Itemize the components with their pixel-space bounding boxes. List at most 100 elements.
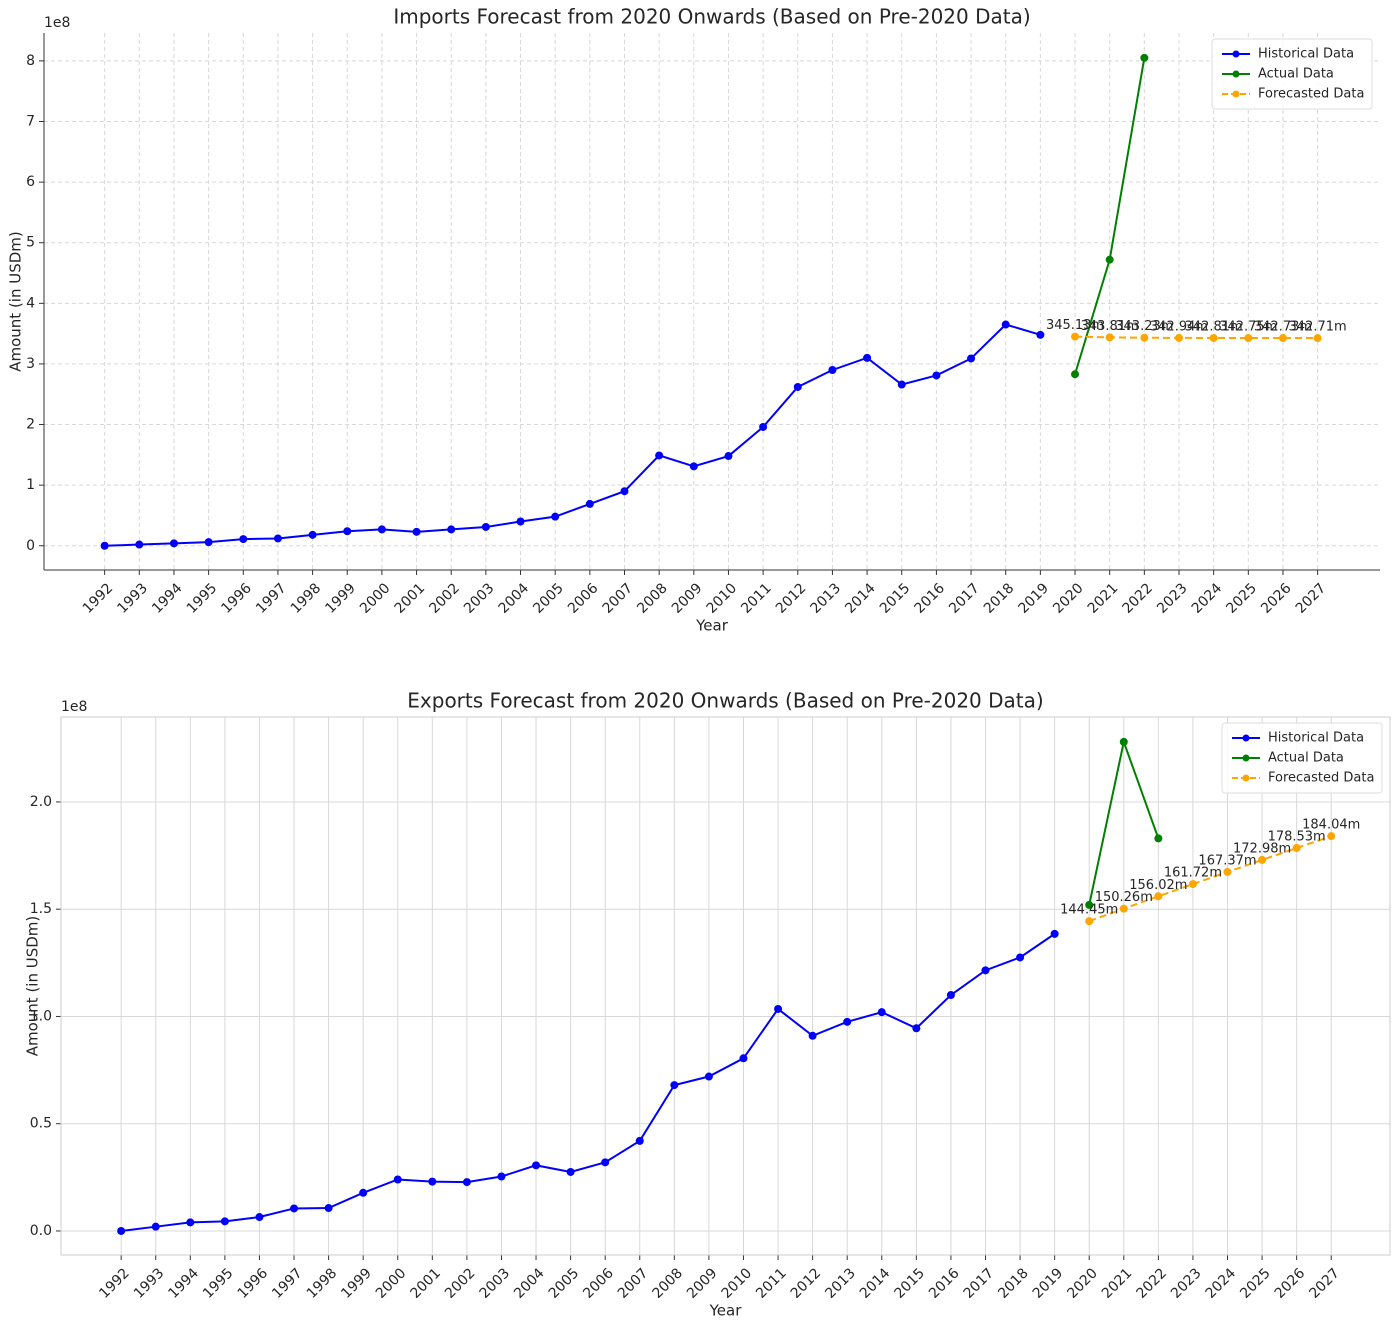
data-point xyxy=(1105,333,1114,342)
y-tick-label: 2 xyxy=(26,417,35,433)
data-point xyxy=(516,517,525,526)
x-tick-label: 2023 xyxy=(1168,1265,1205,1302)
data-point xyxy=(481,522,490,531)
value-label: 342.75m xyxy=(1219,320,1277,335)
data-point xyxy=(1174,333,1183,342)
data-point xyxy=(863,353,872,362)
data-point xyxy=(273,534,282,543)
x-tick-label: 1999 xyxy=(322,580,359,617)
x-tick-label: 1994 xyxy=(165,1265,202,1302)
data-point xyxy=(393,1175,402,1184)
x-tick-label: 1996 xyxy=(218,580,255,617)
series-line xyxy=(1088,835,1332,923)
data-point xyxy=(1154,834,1163,843)
x-tick-label: 2020 xyxy=(1064,1265,1101,1302)
data-point xyxy=(932,371,941,380)
x-tick-label: 2018 xyxy=(995,1265,1032,1302)
x-tick-label: 2007 xyxy=(615,1265,652,1302)
data-point xyxy=(377,525,386,534)
x-tick-label: 2003 xyxy=(477,1265,514,1302)
data-point xyxy=(1313,334,1322,343)
value-label: 150.26m xyxy=(1095,890,1153,905)
data-point xyxy=(1119,904,1128,913)
data-point xyxy=(1154,892,1163,901)
x-tick-label: 2005 xyxy=(530,580,567,617)
data-point xyxy=(655,451,664,460)
y-tick-label: 6 xyxy=(26,174,35,190)
data-point xyxy=(808,1031,817,1040)
value-label: 342.94m xyxy=(1150,319,1208,334)
value-label: 144.45m xyxy=(1060,903,1118,918)
value-label: 343.81m xyxy=(1081,319,1139,334)
series-line xyxy=(121,933,1056,1232)
data-point xyxy=(1071,370,1080,379)
legend-marker xyxy=(1242,774,1250,782)
x-tick-label: 2009 xyxy=(669,580,706,617)
y-tick-label: 1.0 xyxy=(30,1008,52,1024)
x-tick-label: 1998 xyxy=(288,580,325,617)
value-label: 184.04m xyxy=(1302,818,1360,833)
x-tick-label: 2019 xyxy=(1016,580,1053,617)
data-point xyxy=(774,1004,783,1013)
x-tick-label: 1999 xyxy=(338,1265,375,1302)
data-point xyxy=(497,1172,506,1181)
y-tick-label: 4 xyxy=(26,295,35,311)
x-tick-label: 2012 xyxy=(773,580,810,617)
y-tick-label: 8 xyxy=(26,53,35,69)
data-point xyxy=(1223,867,1232,876)
data-point xyxy=(1085,917,1094,926)
x-tick-label: 2017 xyxy=(961,1265,998,1302)
x-tick-label: 2007 xyxy=(600,580,637,617)
x-tick-label: 2013 xyxy=(808,580,845,617)
x-tick-label: 2019 xyxy=(1030,1265,1067,1302)
data-point xyxy=(220,1217,229,1226)
x-tick-label: 2016 xyxy=(926,1265,963,1302)
x-tick-label: 2008 xyxy=(634,580,671,617)
offset-label: 1e8 xyxy=(44,15,70,31)
data-point xyxy=(447,525,456,534)
x-tick-label: 2004 xyxy=(496,580,533,617)
data-point xyxy=(290,1204,299,1213)
data-point xyxy=(462,1178,471,1187)
x-tick-label: 1996 xyxy=(235,1265,272,1302)
y-tick-label: 1 xyxy=(26,477,35,493)
x-tick-label: 1993 xyxy=(114,580,151,617)
y-tick-label: 7 xyxy=(26,113,35,129)
data-point xyxy=(100,541,109,550)
x-tick-label: 2010 xyxy=(719,1265,756,1302)
data-point xyxy=(689,462,698,471)
y-tick-label: 0 xyxy=(26,538,35,554)
data-point xyxy=(1050,929,1059,938)
y-axis-label: Amount (in USDm) xyxy=(7,231,25,372)
data-point xyxy=(1327,832,1336,841)
data-point xyxy=(912,1024,921,1033)
x-tick-label: 1997 xyxy=(253,580,290,617)
y-tick-label: 3 xyxy=(26,356,35,372)
series-line xyxy=(104,323,1041,547)
data-point xyxy=(1071,332,1080,341)
data-point xyxy=(828,365,837,374)
legend-marker xyxy=(1232,70,1240,78)
legend-label: Actual Data xyxy=(1268,751,1344,766)
value-label: 342.81m xyxy=(1185,319,1243,334)
data-point xyxy=(1140,53,1149,62)
data-point xyxy=(1036,330,1045,339)
data-point xyxy=(897,380,906,389)
value-label: 167.37m xyxy=(1198,853,1256,868)
data-point xyxy=(585,499,594,508)
data-point xyxy=(186,1218,195,1227)
value-label: 172.98m xyxy=(1233,841,1291,856)
data-point xyxy=(793,382,802,391)
legend-marker xyxy=(1242,734,1250,742)
chart-title: Imports Forecast from 2020 Onwards (Base… xyxy=(393,5,1030,29)
x-tick-label: 1995 xyxy=(200,1265,237,1302)
data-point xyxy=(239,535,248,544)
data-point xyxy=(1085,900,1094,909)
value-label: 343.23m xyxy=(1115,319,1173,334)
data-point xyxy=(1278,334,1287,343)
data-point xyxy=(601,1158,610,1167)
x-tick-label: 2011 xyxy=(738,580,775,617)
legend-label: Historical Data xyxy=(1258,47,1354,62)
x-tick-label: 2023 xyxy=(1154,580,1191,617)
